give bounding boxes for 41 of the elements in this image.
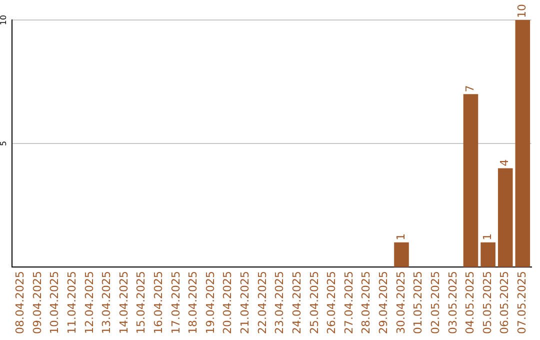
x-tick-label: 30.04.2025: [394, 271, 408, 334]
x-tick-label: 27.04.2025: [342, 271, 356, 334]
x-tick-label: 21.04.2025: [238, 271, 252, 334]
bar: [394, 242, 409, 268]
x-tick-label: 20.04.2025: [221, 271, 234, 334]
data-label: 10: [516, 4, 529, 18]
x-tick-label: 12.04.2025: [82, 271, 96, 334]
x-tick-label: 09.04.2025: [30, 271, 44, 334]
x-tick-label: 22.04.2025: [256, 271, 269, 334]
x-tick-label: 08.04.2025: [14, 271, 27, 334]
x-tick-label: 05.05.2025: [480, 271, 494, 334]
x-tick-label: 16.04.2025: [152, 271, 165, 334]
x-tick-label: 04.05.2025: [464, 271, 477, 334]
bar: [515, 20, 530, 268]
data-label: 1: [394, 233, 408, 240]
bar: [498, 168, 513, 268]
x-tick-label: 18.04.2025: [186, 271, 200, 334]
bar: [480, 242, 496, 268]
data-label: 7: [464, 85, 477, 92]
x-tick-label: 01.05.2025: [412, 271, 425, 334]
x-tick-label: 25.04.2025: [308, 271, 321, 334]
x-tick-label: 23.04.2025: [273, 271, 286, 334]
x-tick-label: 17.04.2025: [169, 271, 182, 334]
x-tick-label: 14.04.2025: [117, 271, 130, 334]
data-label: 1: [480, 233, 494, 240]
x-tick-label: 07.05.2025: [516, 271, 529, 334]
x-tick-label: 28.04.2025: [360, 271, 373, 334]
x-tick-label: 29.04.2025: [377, 271, 390, 334]
x-tick-label: 26.04.2025: [325, 271, 338, 334]
y-tick-label: 5: [0, 140, 8, 146]
x-tick-label: 10.04.2025: [48, 271, 62, 334]
data-label: 4: [498, 159, 512, 166]
x-tick-label: 11.04.2025: [65, 271, 78, 334]
bar: [463, 94, 478, 268]
x-tick-label: 19.04.2025: [204, 271, 217, 334]
x-tick-label: 13.04.2025: [100, 271, 114, 334]
x-tick-label: 06.05.2025: [498, 271, 512, 334]
x-tick-label: 24.04.2025: [290, 271, 304, 334]
x-tick-label: 15.04.2025: [134, 271, 148, 334]
x-tick-label: 02.05.2025: [428, 271, 442, 334]
x-tick-label: 03.05.2025: [446, 271, 460, 334]
